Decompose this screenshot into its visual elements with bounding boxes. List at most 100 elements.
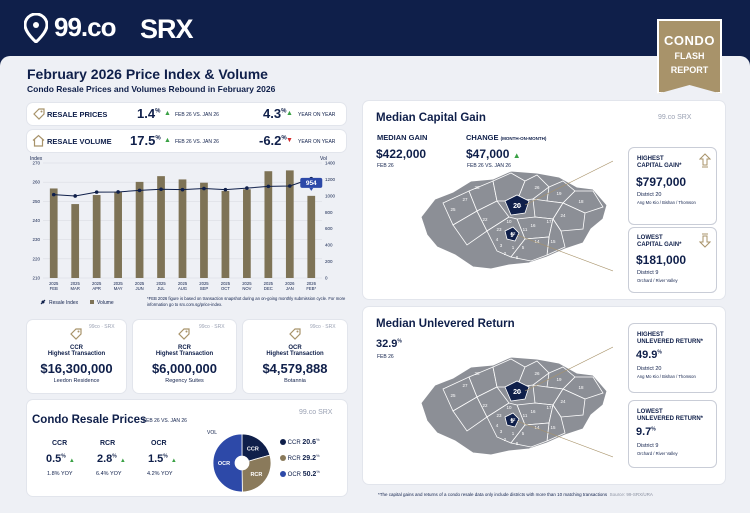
pie-legend-rcr: RCR 29.2% [280, 453, 320, 465]
map-district-label: 26 [534, 185, 540, 190]
y-tick-label: 210 [32, 276, 40, 281]
x-tick-year: 2025 [135, 281, 145, 286]
location-pin-icon [24, 12, 48, 43]
ccr-value: $16,300,000 [40, 361, 113, 376]
map-district-label: 24 [560, 213, 566, 218]
map-district [552, 202, 586, 232]
x-tick-month: FEB [50, 286, 58, 291]
map-district-label: 23 [496, 227, 502, 232]
donut-label-ccr: CCR [247, 447, 259, 453]
x-tick-month: MAY [114, 286, 123, 291]
x-tick-year: 2025 [113, 281, 123, 286]
map-low-district-label: 9 [510, 419, 514, 425]
index-point [51, 192, 56, 197]
x-tick-month: MAR [71, 286, 80, 291]
map-district-label: 11 [523, 413, 528, 418]
logo-99co[interactable]: 99.co [24, 12, 116, 43]
resale-prices-row: RESALE PRICES 1.4% ▲ FEB 26 VS. JAN 26 4… [27, 103, 346, 125]
rcr-title: Highest Transaction [155, 351, 214, 357]
rcr-project: Regency Suites [165, 378, 204, 384]
footer-note: *The capital gains and returns of a cond… [378, 492, 653, 497]
y-tick-label: 270 [32, 161, 40, 166]
volume-bar [264, 171, 273, 278]
resale-prices-mom: 1.4 [137, 106, 156, 121]
index-point [202, 186, 206, 191]
price-volume-chart: Index Vol 270 260 250 240 230 220 210 1400 1200 1… [27, 154, 347, 314]
highest-gain-value: $797,000 [636, 175, 687, 189]
y2-tick-label: 800 [325, 210, 333, 215]
resale-volume-mom-unit: % [155, 135, 161, 142]
index-point [245, 186, 249, 190]
chart-svg: Index Vol 270 260 250 240 230 220 210 1400 1200 1… [30, 156, 336, 306]
price-tag-icon [33, 108, 45, 120]
volume-bar [114, 191, 122, 278]
index-line: 954 [51, 176, 323, 198]
x-tick-year: 2025 [264, 281, 274, 286]
highest-return-value: 49.9 [636, 349, 658, 361]
volume-bar [157, 176, 165, 278]
x-tick-year: 2025 [156, 281, 166, 286]
map-district-label: 21 [516, 389, 522, 394]
volume-bar [49, 188, 58, 278]
lowest-unlevered-return-box: LOWEST UNLEVERED RETURN* 9.7% District 9… [628, 400, 717, 468]
trend-down-icon [699, 233, 711, 248]
map-district-label: 3 [500, 429, 503, 434]
ocr-mom: 1.5 [148, 453, 164, 465]
highest-return-district: District 20 [637, 366, 662, 372]
up-arrow-icon: ▲ [170, 458, 177, 464]
lowest-capital-gain-box: LOWEST CAPITAL GAIN* $181,000 District 9… [628, 227, 717, 293]
map-district-label: 5 [522, 245, 525, 250]
condo-flash-report-badge: CONDO FLASH REPORT [657, 19, 722, 94]
badge-line-1: CONDO [664, 33, 715, 48]
legend-volume: Volume [97, 300, 114, 306]
wm-99: 99co [199, 324, 210, 330]
map-leader-line [516, 234, 613, 272]
volume-donut-chart: CCR RCR OCR [212, 433, 272, 493]
index-point [159, 187, 163, 192]
map-district-label: 21 [516, 203, 522, 208]
pie-legend-rcr-name: RCR [287, 456, 301, 462]
map-district-label: 12 [510, 231, 516, 236]
highest-gain-label-1: HIGHEST [637, 156, 664, 162]
unlevered-median-note: FEB 26 [377, 354, 394, 360]
volume-bar [307, 195, 316, 278]
map-district-label: 17 [546, 405, 552, 410]
up-arrow-icon: ▲ [512, 151, 521, 160]
volume-bar [71, 204, 80, 278]
map-district [546, 217, 566, 256]
logo-srx[interactable]: SRX [140, 14, 194, 44]
up-arrow-icon: ▲ [119, 458, 126, 464]
donut-label-rcr: RCR [250, 472, 262, 478]
footer-source: Source: 99-SRX/URA [609, 492, 653, 497]
volume-bar [243, 189, 251, 278]
change-sub: (MONTH-ON-MONTH) [500, 136, 547, 141]
pie-legend-ccr-value: 20.6 [302, 439, 316, 446]
highest-gain-label-2: CAPITAL GAIN* [637, 163, 682, 169]
legend-dot-icon [280, 455, 286, 461]
donut-slice-rcr [241, 454, 272, 493]
index-point [288, 184, 292, 188]
volume-bar [221, 190, 230, 278]
map-district-label: 10 [506, 405, 512, 410]
ocr-label: OCR [151, 440, 167, 447]
map-district-label: 3 [500, 243, 503, 248]
ocr-title: Highest Transaction [266, 351, 324, 357]
x-tick-month: SEP [200, 286, 209, 291]
x-tick-year: 2025 [221, 281, 231, 286]
ccr-label: CCR [52, 440, 68, 447]
pie-legend-ocr: OCR 50.2% [280, 469, 320, 481]
pie-legend-rcr-value: 29.2 [302, 455, 316, 462]
x-axis-labels: 2025FEB2025MAR2025APR2025MAY2025JUN2025J… [49, 281, 317, 291]
map-district-highlight [504, 194, 530, 216]
map-district-label: 8 [516, 255, 519, 260]
report-subtitle: Condo Resale Prices and Volumes Rebound … [27, 84, 276, 94]
donut-slice-ocr [212, 433, 243, 493]
lowest-return-value: 9.7 [636, 426, 652, 438]
x-tick-year: 2025 [92, 281, 102, 286]
lowest-gain-label-2: CAPITAL GAIN* [637, 242, 682, 248]
wm-srx: SRX [325, 324, 336, 330]
ccr-region: CCR [70, 345, 83, 351]
volume-bar [92, 195, 101, 278]
index-point [223, 187, 228, 192]
lowest-return-unit: % [651, 426, 656, 433]
